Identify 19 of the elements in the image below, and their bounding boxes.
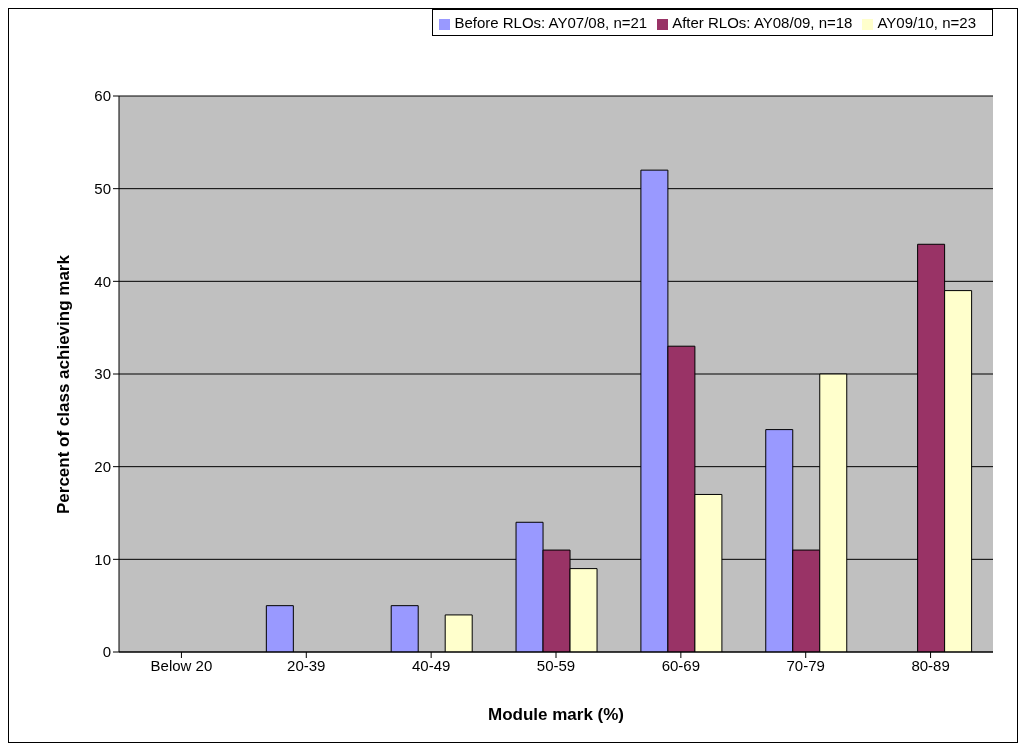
y-tick-label: 60 [94,87,111,105]
x-tick-label: 40-49 [411,656,451,674]
x-tick-label: 60-69 [661,656,701,674]
y-tick-label: 30 [94,365,111,383]
x-tick-label: 20-39 [287,656,326,674]
y-axis-title: Percent of class achieving mark [54,254,74,514]
y-tick-label: 10 [94,550,111,568]
legend-label: AY09/10, n=23 [877,14,976,31]
x-tick-label: 80-89 [911,656,950,674]
x-tick-label: 70-79 [786,656,825,674]
y-tick-label: 50 [94,179,111,197]
y-tick-label: 40 [94,272,111,290]
legend-label: Before RLOs: AY07/08, n=21 [454,14,648,31]
x-tick-label: 50-59 [536,656,576,674]
legend-label: After RLOs: AY08/09, n=18 [672,14,853,31]
y-tick-label: 0 [102,643,111,661]
y-tick-label: 20 [94,457,111,475]
x-axis-title: Module mark (%) [487,705,625,724]
x-tick-label: Below 20 [150,656,213,674]
